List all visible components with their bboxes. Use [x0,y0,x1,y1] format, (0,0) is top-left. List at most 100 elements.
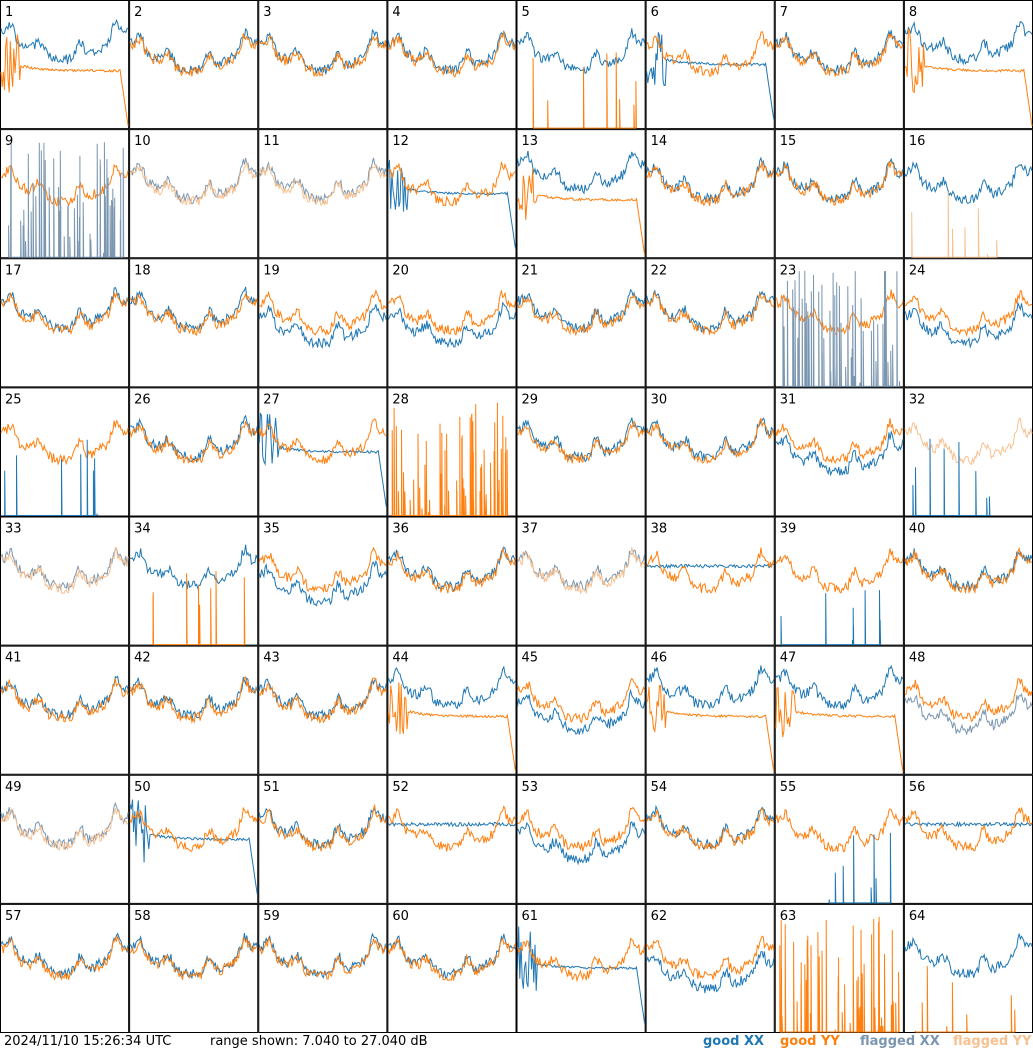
range-text: range shown: 7.040 to 27.040 dB [210,1034,428,1049]
panel-38: 38 [645,516,775,646]
panel-63: 63 [774,903,904,1033]
panel-24: 24 [903,258,1033,388]
panel-label: 40 [909,522,926,537]
xx-trace [517,821,646,866]
panel-55: 55 [774,774,904,904]
panel-frame [645,516,775,646]
panel-35: 35 [258,516,388,646]
panel-label: 43 [263,651,280,666]
panel-17: 17 [0,258,130,388]
panel-frame [387,645,517,775]
panel-label: 47 [780,651,797,666]
xx-trace [904,20,1033,66]
panel-label: 33 [5,522,22,537]
panel-8: 8 [903,0,1033,130]
panel-6: 6 [645,0,775,130]
panel-label: 12 [392,134,409,149]
panel-frame [774,129,904,259]
panel-frame [0,645,130,775]
panel-label: 51 [263,780,280,795]
xx-trace [0,547,129,591]
panel-frame [0,903,130,1033]
panel-29: 29 [516,387,646,517]
xx-trace [646,32,775,120]
panel-frame [258,774,388,904]
panel-label: 15 [780,134,797,149]
panel-frame [516,258,646,388]
panel-60: 60 [387,903,517,1033]
panel-label: 3 [263,5,271,20]
yy-trace [258,546,387,594]
yy-trace [775,808,904,853]
xx-trace [0,18,129,65]
panel-label: 1 [5,5,13,20]
yy-trace [0,677,129,723]
yy-trace [388,805,516,852]
panel-label: 11 [263,134,280,149]
panel-32: 32 [903,387,1033,517]
panel-frame [516,516,646,646]
panel-45: 45 [516,645,646,775]
legend-good-xx: good XX [703,1034,765,1049]
xx-trace [129,933,258,979]
yy-trace [258,418,387,465]
panel-label: 17 [5,263,22,278]
yy-trace [129,937,258,980]
xx-spikes [782,270,901,387]
panel-23: 23 [774,258,904,388]
panel-7: 7 [774,0,904,130]
panel-label: 13 [522,134,539,149]
panel-frame [774,387,904,517]
yy-trace [129,420,258,464]
panel-label: 58 [134,909,151,924]
panel-label: 2 [134,5,142,20]
panel-label: 46 [651,651,668,666]
panel-64: 64 [903,903,1033,1033]
panel-31: 31 [774,387,904,517]
panel-15: 15 [774,129,904,259]
panel-label: 7 [780,5,788,20]
panel-frame [129,645,259,775]
panel-frame [516,903,646,1033]
yy-trace [904,806,1033,852]
panel-label: 16 [909,134,926,149]
xx-trace [387,301,516,349]
yy-trace [129,806,258,852]
xx-trace [517,150,646,195]
panel-label: 22 [651,263,668,278]
panel-frame [129,0,259,130]
panel-label: 60 [392,909,409,924]
panel-59: 59 [258,903,388,1033]
panel-frame [258,516,388,646]
panel-frame [258,645,388,775]
yy-spikes [391,402,509,516]
yy-trace [646,417,775,465]
panel-label: 53 [522,780,539,795]
panel-label: 38 [651,522,668,537]
yy-trace [259,677,387,725]
panel-47: 47 [774,645,904,775]
xx-trace [517,28,646,75]
panel-frame [0,774,130,904]
panel-48: 48 [903,645,1033,775]
panel-label: 34 [134,522,151,537]
panel-label: 59 [263,909,280,924]
panel-4: 4 [387,0,517,130]
panel-label: 63 [780,909,797,924]
panel-frame [645,774,775,904]
panel-label: 37 [522,522,539,537]
footer: 2024/11/10 15:26:34 UTC range shown: 7.0… [0,1033,1033,1053]
panel-label: 45 [522,651,539,666]
xx-trace [904,548,1033,593]
legend-flagged-yy: flagged YY [953,1034,1032,1049]
panel-frame [645,387,775,517]
panel-frame [0,0,130,130]
panel-frame [774,774,904,904]
yy-trace [129,33,258,77]
panel-frame [258,903,388,1033]
panel-frame [387,903,517,1033]
yy-trace [904,28,1033,126]
panel-58: 58 [129,903,259,1033]
